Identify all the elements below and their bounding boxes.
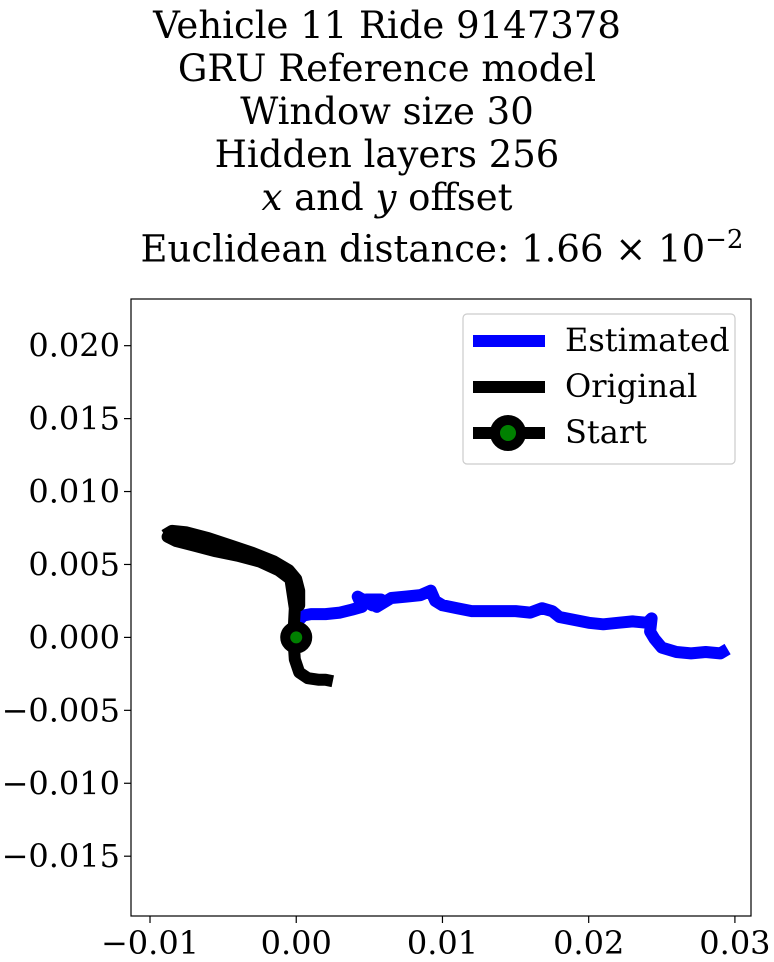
x-tick-label: 0.00 <box>261 924 332 962</box>
title-line-1: Vehicle 11 Ride 9147378 <box>153 4 621 47</box>
legend-label-start: Start <box>565 413 647 451</box>
series-start-marker <box>280 621 313 654</box>
title-and: and <box>282 176 376 219</box>
title-distance-exponent: −2 <box>705 225 744 255</box>
y-tick-label: 0.005 <box>28 545 120 583</box>
axes-frame <box>130 298 752 917</box>
x-axis: −0.01 0.00 0.01 0.02 0.03 <box>101 916 771 962</box>
legend-marker-start <box>490 415 526 451</box>
x-tick-label: −0.01 <box>101 924 199 962</box>
title-line-2: GRU Reference model <box>177 47 597 90</box>
y-tick-label: −0.005 <box>2 691 120 729</box>
x-tick-label: 0.02 <box>553 924 624 962</box>
title-line-5: x and y offset <box>0 176 774 219</box>
series-original-line <box>161 524 335 688</box>
legend-label-estimated: Estimated <box>565 321 730 359</box>
legend: Estimated Original Start <box>462 313 736 465</box>
title-rest: offset <box>396 176 513 219</box>
y-tick-label: −0.010 <box>2 764 120 802</box>
title-line-6: Euclidean distance: 1.66 × 10−2 <box>0 219 774 270</box>
series-estimated-line <box>291 584 731 660</box>
title-line-4: Hidden layers 256 <box>214 133 560 176</box>
y-tick-label: 0.010 <box>28 473 120 511</box>
y-axis: 0.020 0.015 0.010 0.005 0.000 −0.005 −0.010 −0.… <box>2 327 131 875</box>
title-var-y: y <box>375 176 397 219</box>
y-tick-label: 0.000 <box>28 618 120 656</box>
x-tick-label: 0.01 <box>407 924 478 962</box>
chart-title: Vehicle 11 Ride 9147378 GRU Reference mo… <box>0 0 774 270</box>
y-tick-label: 0.015 <box>28 400 120 438</box>
title-var-x: x <box>261 176 283 219</box>
title-line-3: Window size 30 <box>240 90 534 133</box>
x-tick-label: 0.03 <box>699 924 770 962</box>
legend-box <box>462 313 736 465</box>
title-distance-prefix: Euclidean distance: 1.66 × 10 <box>140 227 706 271</box>
series-layer <box>161 524 731 688</box>
y-tick-label: −0.015 <box>2 837 120 875</box>
legend-label-original: Original <box>565 367 697 405</box>
y-tick-label: 0.020 <box>28 327 120 365</box>
